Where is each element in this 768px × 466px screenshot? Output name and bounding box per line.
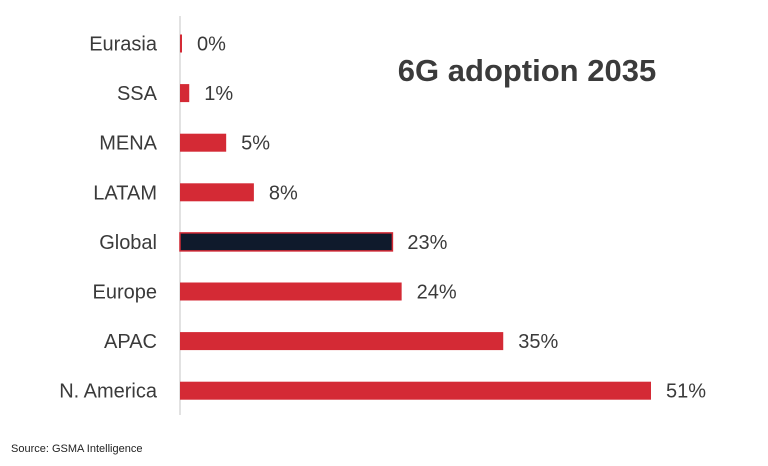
bar-eurasia (180, 34, 182, 53)
chart-title: 6G adoption 2035 (398, 53, 656, 88)
value-labels: 0% 1% 5% 8% 23% 24% 35% 51% (197, 34, 706, 403)
bar-mena (180, 133, 227, 152)
value-label: 23% (407, 232, 447, 254)
value-label: 51% (666, 381, 706, 403)
bar-apac (180, 332, 504, 351)
category-label: SSA (117, 83, 158, 105)
bar-europe (180, 282, 402, 301)
source-note: Source: GSMA Intelligence (11, 443, 143, 455)
category-labels: Eurasia SSA MENA LATAM Global Europe APAC N. Am… (59, 34, 158, 403)
value-label: 0% (197, 34, 226, 56)
bar-n-america (180, 381, 651, 400)
bar-latam (180, 183, 254, 202)
value-label: 1% (204, 83, 233, 105)
category-label: LATAM (93, 182, 157, 204)
category-label: Global (99, 232, 157, 254)
value-label: 8% (269, 182, 298, 204)
category-label: APAC (104, 331, 157, 353)
value-label: 24% (417, 282, 457, 304)
value-label: 35% (518, 331, 558, 353)
value-label: 5% (241, 133, 270, 155)
bars-group (179, 34, 651, 400)
category-label: Europe (93, 282, 158, 304)
bar-ssa (180, 84, 190, 103)
category-label: Eurasia (89, 34, 158, 56)
bar-global (179, 232, 394, 252)
category-label: N. America (59, 381, 158, 403)
category-label: MENA (99, 133, 157, 155)
